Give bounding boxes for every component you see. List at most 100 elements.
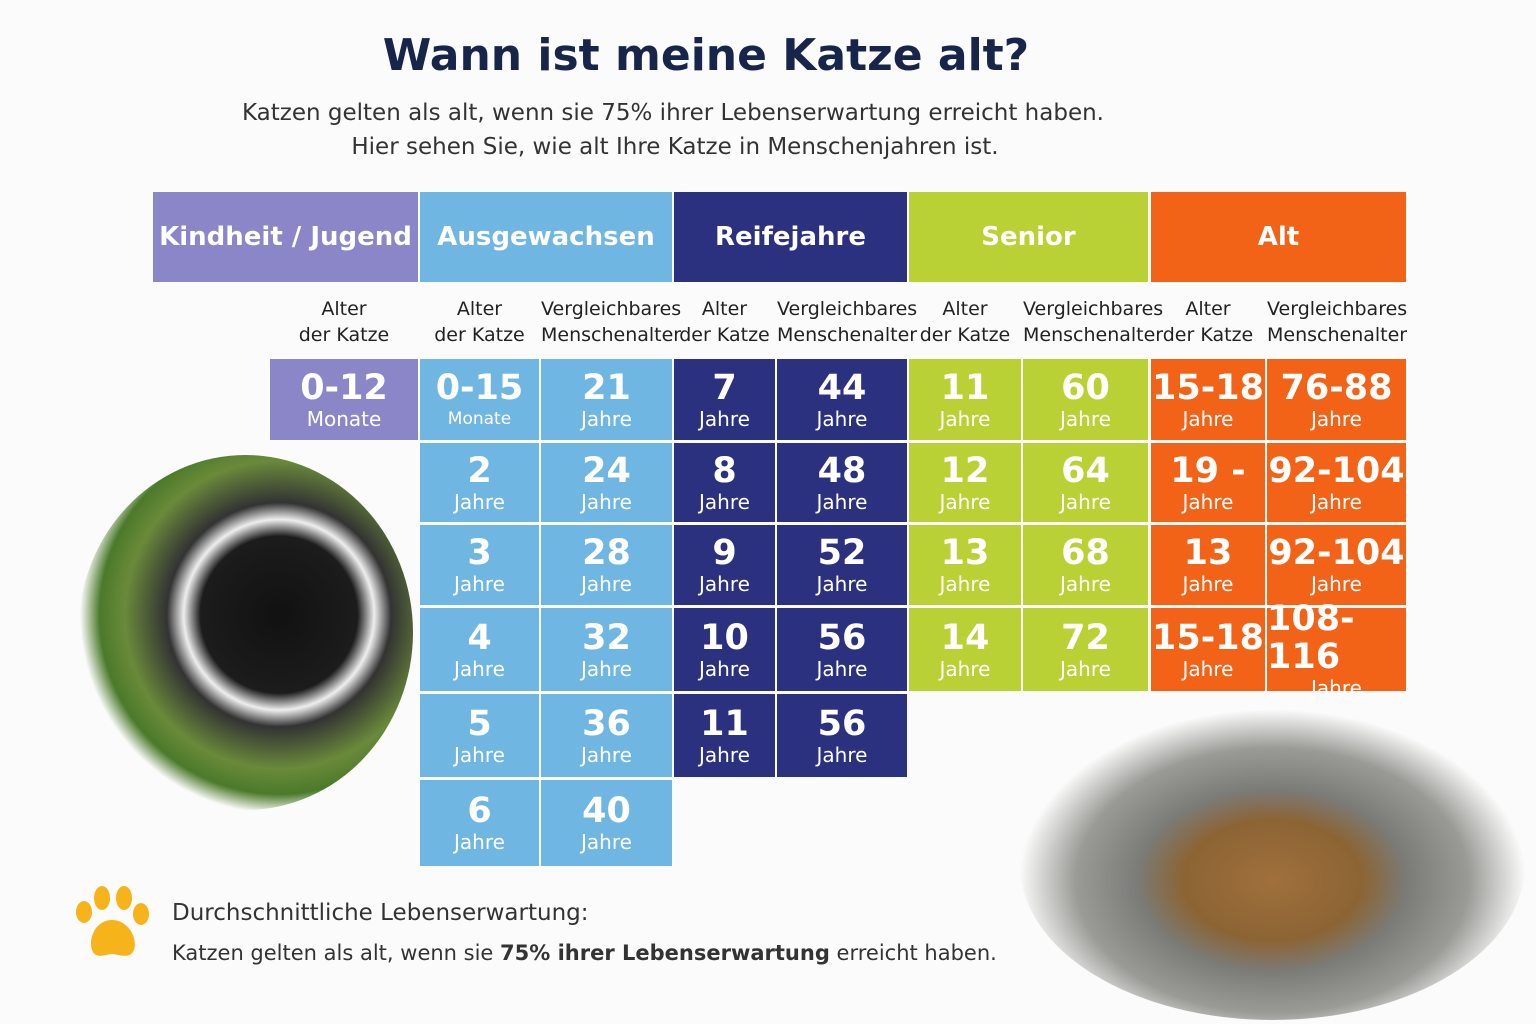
table-cell: 6 Jahre	[420, 780, 539, 866]
table-cell: 15-18 Jahre	[1151, 359, 1265, 440]
cell-value: 13	[1183, 533, 1233, 573]
column-header-line: der Katze	[919, 324, 1011, 346]
cell-value: 28	[582, 533, 631, 573]
column-header: Vergleichbares Menschenalter	[777, 296, 918, 348]
cell-unit: Jahre	[454, 572, 505, 596]
cell-unit: Jahre	[699, 406, 750, 431]
cell-unit: Jahre	[939, 572, 991, 596]
cell-unit: Jahre	[454, 742, 505, 767]
cell-unit: Jahre	[816, 742, 868, 767]
page-title: Wann ist meine Katze alt?	[382, 30, 1030, 81]
table-cell: 32 Jahre	[541, 608, 672, 691]
cell-unit: Jahre	[581, 406, 632, 431]
cell-value: 14	[940, 617, 990, 658]
cell-unit: Jahre	[699, 742, 750, 767]
cell-unit: Jahre	[1311, 406, 1362, 431]
table-cell: 56 Jahre	[777, 694, 907, 777]
cell-value: 56	[817, 617, 867, 658]
cell-value: 32	[582, 617, 631, 658]
cell-value: 60	[1061, 367, 1110, 408]
table-cell: 3 Jahre	[420, 525, 539, 605]
cell-unit: Jahre	[816, 489, 868, 514]
group-header: Ausgewachsen	[420, 192, 672, 282]
column-header-line: Vergleichbares	[541, 298, 682, 320]
cell-value: 92-104	[1268, 533, 1405, 573]
table-cell: 14 Jahre	[909, 608, 1021, 691]
column-header-line: Alter	[321, 298, 367, 320]
table-cell: 11 Jahre	[674, 694, 775, 777]
cell-value: 56	[817, 703, 867, 744]
table-cell: 40 Jahre	[541, 780, 672, 866]
table-cell: 64 Jahre	[1023, 443, 1148, 522]
table-cell: 19 - Jahre	[1151, 443, 1265, 522]
table-cell: 52 Jahre	[777, 525, 907, 605]
cell-value: 108-116	[1267, 598, 1355, 677]
table-cell: 13 Jahre	[1151, 525, 1265, 605]
table-cell: 36 Jahre	[541, 694, 672, 777]
subtitle-line-1: Katzen gelten als alt, wenn sie 75% ihre…	[241, 100, 1104, 126]
lifespan-text-post: erreicht haben.	[829, 941, 997, 965]
cell-value: 3	[467, 533, 492, 573]
cell-unit: Jahre	[1182, 656, 1234, 681]
cell-unit: Jahre	[939, 406, 991, 431]
cell-unit: Jahre	[1060, 489, 1111, 514]
column-header: Alter der Katze	[909, 296, 1021, 348]
column-header: Vergleichbares Menschenalter	[1023, 296, 1163, 348]
cell-unit: Jahre	[1311, 572, 1362, 596]
subtitle-line-2: Hier sehen Sie, wie alt Ihre Katze in Me…	[351, 134, 999, 160]
cell-unit: Jahre	[816, 572, 868, 596]
group-header: Alt	[1151, 192, 1406, 282]
table-cell: 21 Jahre	[541, 359, 672, 440]
column-header-line: der Katze	[1162, 324, 1254, 346]
table-cell: 4 Jahre	[420, 608, 539, 691]
cell-unit: Jahre	[1311, 489, 1362, 514]
cell-value: 48	[817, 450, 867, 491]
column-header-line: Alter	[701, 298, 748, 320]
kitten-photo	[78, 455, 413, 810]
table-cell: 8 Jahre	[674, 443, 775, 522]
table-cell: 0-12 Monate	[270, 359, 418, 440]
cell-value: 6	[467, 791, 492, 831]
cell-unit: Jahre	[1060, 572, 1111, 596]
cell-value: 44	[817, 367, 867, 408]
cell-value: 13	[940, 533, 990, 573]
cell-unit: Jahre	[816, 656, 868, 681]
cell-value: 8	[712, 450, 737, 491]
cell-unit: Jahre	[581, 742, 632, 767]
cell-unit: Jahre	[454, 830, 505, 854]
column-header: Alter der Katze	[420, 296, 539, 348]
table-cell: 0-15 Monate	[420, 359, 539, 440]
table-cell: 92-104 Jahre	[1267, 443, 1406, 522]
paw-icon	[76, 886, 149, 956]
cell-value: 5	[467, 703, 492, 744]
column-header: Vergleichbares Menschenalter	[1267, 296, 1408, 348]
column-header-line: Menschenalter	[777, 324, 918, 346]
table-cell: 2 Jahre	[420, 443, 539, 522]
cell-value: 0-15	[435, 367, 524, 408]
table-cell: 10 Jahre	[674, 608, 775, 691]
group-header: Reifejahre	[674, 192, 907, 282]
column-header: Alter der Katze	[1151, 296, 1265, 348]
column-header-line: Alter	[456, 298, 503, 320]
table-cell: 13 Jahre	[909, 525, 1021, 605]
table-cell: 56 Jahre	[777, 608, 907, 691]
column-header-line: Alter	[942, 298, 988, 320]
column-header-line: der Katze	[679, 324, 770, 346]
table-cell: 12 Jahre	[909, 443, 1021, 522]
column-header-line: Vergleichbares	[777, 298, 918, 320]
cell-value: 21	[582, 367, 631, 408]
table-cell: 9 Jahre	[674, 525, 775, 605]
cell-unit: Jahre	[454, 489, 505, 514]
cell-unit: Jahre	[1182, 406, 1234, 431]
cell-value: 52	[817, 533, 867, 573]
cell-value: 40	[582, 791, 631, 831]
cell-unit: Monate	[447, 408, 512, 429]
table-cell: 11 Jahre	[909, 359, 1021, 440]
group-header: Kindheit / Jugend	[153, 192, 418, 282]
column-header-line: Vergleichbares	[1267, 298, 1408, 320]
lifespan-text: Katzen gelten als alt, wenn sie 75% ihre…	[172, 941, 997, 965]
table-cell: 48 Jahre	[777, 443, 907, 522]
cell-value: 24	[582, 450, 631, 491]
cell-unit: Jahre	[581, 656, 632, 681]
cell-value: 7	[712, 367, 737, 408]
